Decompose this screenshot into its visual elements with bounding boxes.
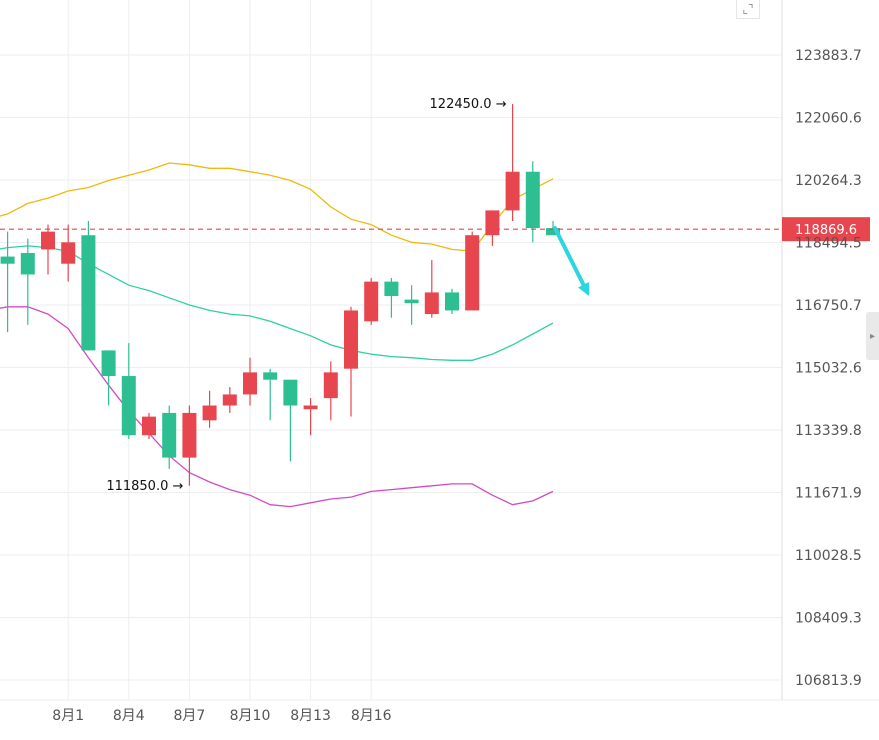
candle <box>323 361 338 421</box>
candle-body <box>303 405 318 410</box>
candle-body <box>182 412 197 458</box>
candle <box>202 390 217 428</box>
x-tick-label: 8月13 <box>290 708 331 724</box>
y-tick-label: 113339.8 <box>795 423 862 439</box>
candle-body <box>222 394 237 406</box>
candle <box>263 368 278 421</box>
x-axis: 8月1 8月4 8月7 8月10 8月13 8月16 <box>52 708 391 724</box>
candle-body <box>20 252 35 275</box>
candle-body <box>404 299 419 304</box>
x-tick-label: 8月1 <box>52 708 84 724</box>
chart-overlays: 118869.6 122450.0 → 111850.0 → <box>0 97 870 494</box>
current-price-badge <box>782 217 870 242</box>
x-tick-label: 8月16 <box>351 708 392 724</box>
chevron-right-icon[interactable]: ▸ <box>866 312 879 360</box>
candle <box>485 210 500 246</box>
x-tick-label: 8月10 <box>230 708 271 724</box>
y-tick-label: 120264.3 <box>795 173 862 189</box>
candle-body <box>364 281 379 322</box>
candle <box>505 104 520 222</box>
candle <box>182 405 197 486</box>
candle-body <box>505 171 520 211</box>
candle <box>344 306 358 417</box>
expand-corner-icon[interactable]: ⌞⌝ <box>736 0 760 19</box>
y-tick-label: 116750.7 <box>795 298 862 314</box>
candle-body <box>525 171 540 229</box>
y-tick-label: 108409.3 <box>795 610 862 626</box>
candle <box>142 412 156 439</box>
candle <box>283 379 298 462</box>
candle-body <box>384 281 399 297</box>
price-annotation: 122450.0 → <box>430 97 507 112</box>
current-price-label: 118869.6 <box>795 223 857 238</box>
y-tick-label: 115032.6 <box>795 361 862 377</box>
candle <box>546 221 560 236</box>
candle-body <box>424 292 439 315</box>
candles <box>0 104 560 486</box>
candle-body <box>202 405 217 421</box>
x-tick-label: 8月7 <box>173 708 205 724</box>
candle <box>465 231 480 311</box>
candle <box>445 288 459 315</box>
candle-body <box>323 372 338 399</box>
candle-body <box>61 242 76 264</box>
candle <box>20 238 35 325</box>
bollinger-upper-line <box>0 162 554 252</box>
candle-body <box>546 228 560 236</box>
candle-body <box>263 372 278 380</box>
candle-body <box>101 350 116 377</box>
candle-body <box>142 416 156 436</box>
candle-body <box>344 310 358 369</box>
candle <box>424 260 439 318</box>
candle <box>41 224 55 275</box>
candle-body <box>121 376 136 436</box>
y-axis: 123883.7 122060.6 120264.3 118494.5 116750.7… <box>795 48 862 689</box>
bollinger-lower-line <box>0 306 554 508</box>
candle <box>364 278 379 325</box>
chart-grid <box>0 0 879 701</box>
candle-body <box>283 379 298 406</box>
candle <box>222 387 237 413</box>
x-tick-label: 8月4 <box>113 708 145 724</box>
y-tick-label: 111671.9 <box>795 485 862 501</box>
candle <box>121 343 136 439</box>
trend-arrow-shaft <box>553 226 590 295</box>
candle <box>0 231 15 333</box>
candle-body <box>243 372 257 395</box>
candle-body <box>0 256 15 264</box>
candle-body <box>41 231 55 250</box>
candle-body <box>81 235 96 351</box>
y-tick-label: 118494.5 <box>795 236 862 252</box>
price-annotation: 111850.0 → <box>106 479 183 494</box>
candle <box>243 357 257 406</box>
candle <box>101 350 116 406</box>
y-tick-label: 110028.5 <box>795 548 862 564</box>
candle-body <box>465 235 480 311</box>
y-tick-label: 122060.6 <box>795 111 862 127</box>
candle <box>525 161 540 243</box>
trend-arrow-head-icon <box>578 281 590 296</box>
candle <box>384 278 399 318</box>
candle <box>303 398 318 436</box>
candle-body <box>162 412 177 458</box>
candle-body <box>445 292 459 311</box>
candle <box>404 285 419 325</box>
y-tick-label: 106813.9 <box>795 673 862 689</box>
candle <box>81 221 96 351</box>
candle <box>162 405 177 469</box>
candle <box>61 224 76 282</box>
candle-body <box>485 210 500 236</box>
y-tick-label: 123883.7 <box>795 48 862 64</box>
